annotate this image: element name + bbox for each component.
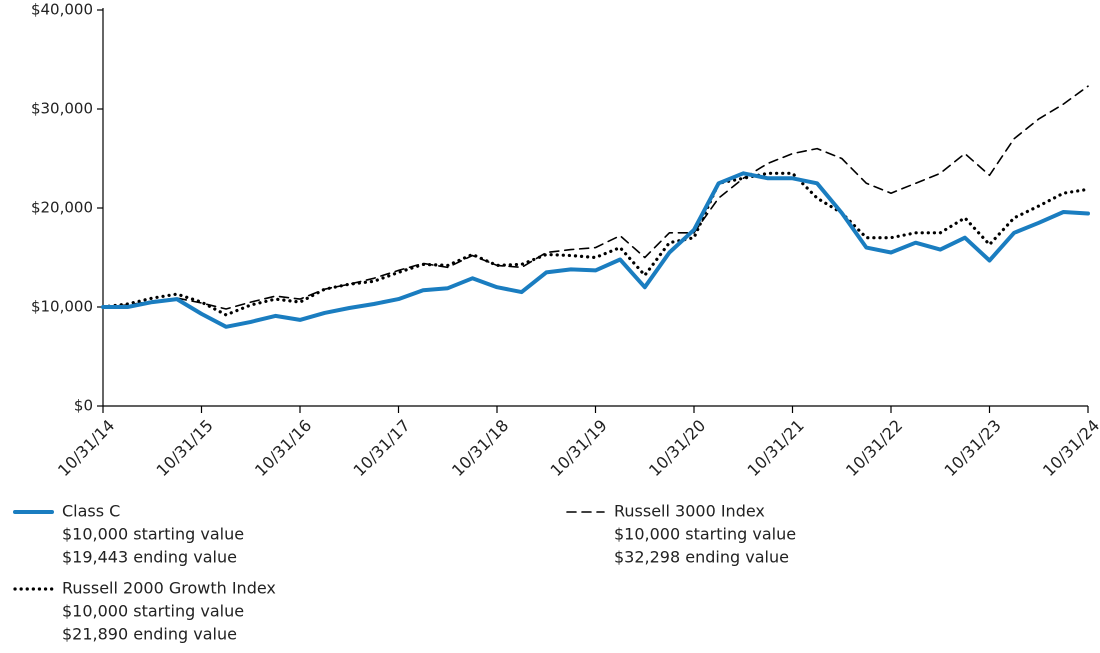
x-tick-label: 10/31/15 xyxy=(153,416,217,480)
y-tick-label: $10,000 xyxy=(31,298,93,316)
legend-label: Russell 3000 Index xyxy=(614,502,765,521)
legend-note: $32,298 ending value xyxy=(614,548,789,567)
series-line xyxy=(101,171,1090,317)
legend-note: $10,000 starting value xyxy=(62,525,244,544)
legend-label: Class C xyxy=(62,502,120,521)
y-tick-label: $30,000 xyxy=(31,100,93,118)
x-tick-label: 10/31/16 xyxy=(251,416,315,480)
y-tick-label: $40,000 xyxy=(31,1,93,19)
x-tick-label: 10/31/17 xyxy=(350,416,414,480)
series-line xyxy=(102,85,1089,310)
y-tick-label: $0 xyxy=(74,397,93,415)
x-tick-label: 10/31/24 xyxy=(1039,416,1100,480)
legend-item: Russell 2000 Growth Index $10,000 startin… xyxy=(13,579,276,644)
x-tick-label: 10/31/20 xyxy=(645,416,709,480)
legend-label: Russell 2000 Growth Index xyxy=(62,579,276,598)
legend-note: $10,000 starting value xyxy=(62,602,244,621)
legend-note: $10,000 starting value xyxy=(614,525,796,544)
x-tick-label: 10/31/14 xyxy=(54,416,118,480)
x-tick-label: 10/31/21 xyxy=(744,416,808,480)
series-line xyxy=(101,171,1090,329)
x-tick-label: 10/31/22 xyxy=(842,416,906,480)
y-tick-label: $20,000 xyxy=(31,199,93,217)
legend-item: Class C $10,000 starting value $19,443 end… xyxy=(13,502,244,567)
legend-note: $21,890 ending value xyxy=(62,625,237,644)
legend-item: Russell 3000 Index $10,000 starting value… xyxy=(566,502,796,567)
x-tick-label: 10/31/23 xyxy=(941,416,1005,480)
x-tick-label: 10/31/18 xyxy=(448,416,512,480)
x-tick-label: 10/31/19 xyxy=(547,416,611,480)
legend-note: $19,443 ending value xyxy=(62,548,237,567)
